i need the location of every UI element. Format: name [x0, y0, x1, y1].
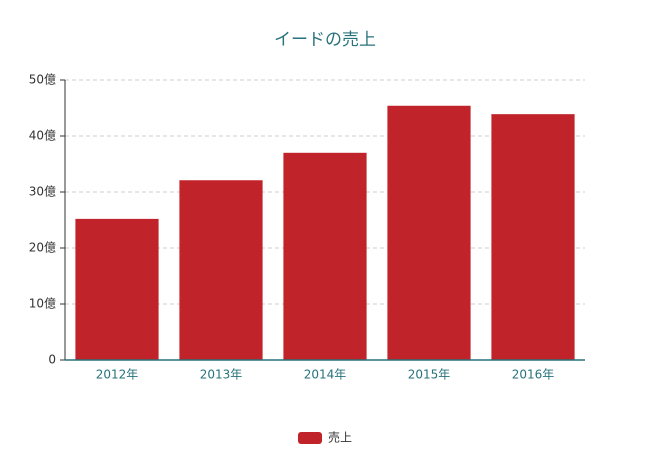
- bar: [387, 105, 471, 360]
- x-tick-label: 2013年: [200, 368, 243, 382]
- y-tick-label: 30億: [29, 185, 56, 199]
- y-tick-label: 10億: [29, 297, 56, 311]
- legend-label: 売上: [328, 430, 352, 445]
- bar: [491, 114, 575, 360]
- x-tick-label: 2014年: [304, 368, 347, 382]
- y-tick-label: 50億: [29, 73, 56, 87]
- bar: [179, 180, 263, 360]
- y-tick-label: 40億: [29, 129, 56, 143]
- bar: [283, 152, 367, 360]
- x-tick-label: 2012年: [96, 368, 139, 382]
- bar: [75, 218, 159, 360]
- y-tick-label: 0: [48, 353, 56, 367]
- x-tick-label: 2015年: [408, 368, 451, 382]
- x-tick-label: 2016年: [512, 368, 555, 382]
- legend-swatch: [298, 432, 322, 444]
- chart-title: イードの売上: [274, 30, 376, 50]
- y-tick-label: 20億: [29, 241, 56, 255]
